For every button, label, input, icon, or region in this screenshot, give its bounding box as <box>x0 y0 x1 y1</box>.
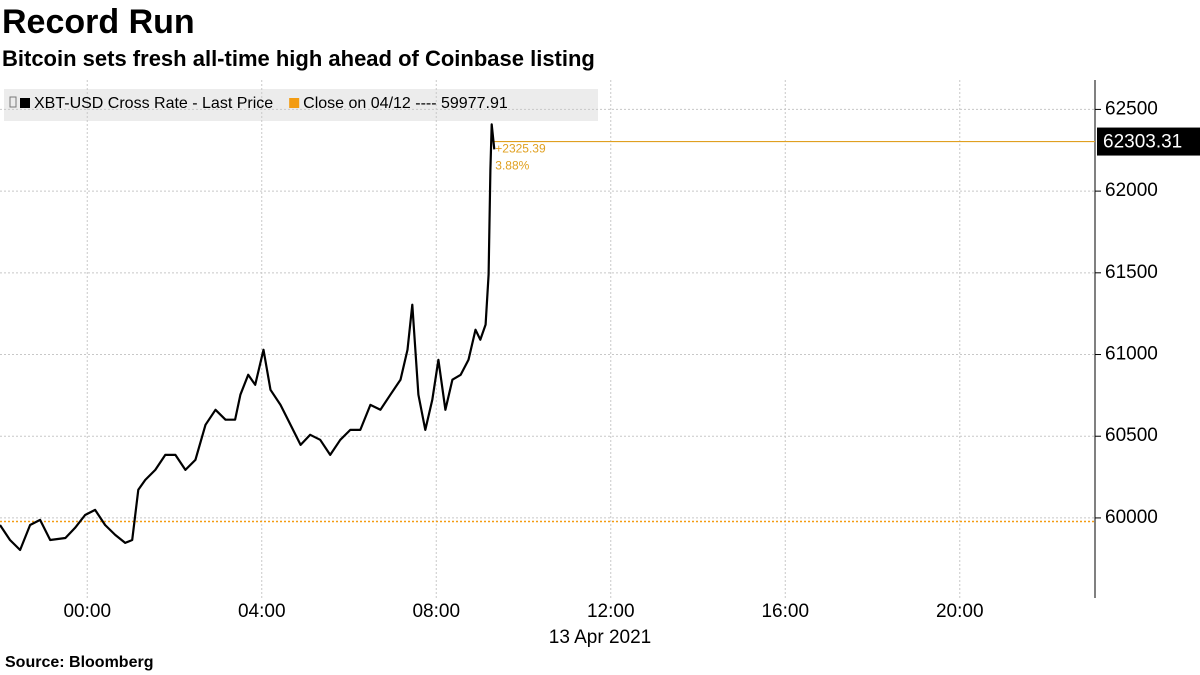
price-line <box>0 123 496 552</box>
legend-background <box>4 89 598 121</box>
x-tick-label: 00:00 <box>63 601 111 622</box>
chart-title: Record Run <box>2 3 195 41</box>
x-tick-label: 04:00 <box>238 601 286 622</box>
chart-subtitle: Bitcoin sets fresh all-time high ahead o… <box>2 46 595 71</box>
x-axis-label: 13 Apr 2021 <box>549 627 651 648</box>
y-tick-label: 61500 <box>1105 262 1158 283</box>
y-tick-label: 60000 <box>1105 507 1158 528</box>
legend-swatch <box>289 98 300 108</box>
annotation: +2325.39 <box>495 142 546 156</box>
legend-label: XBT-USD Cross Rate - Last Price <box>34 95 273 112</box>
x-tick-label: 08:00 <box>412 601 460 622</box>
y-tick-label: 61000 <box>1105 344 1158 365</box>
legend-label: Close on 04/12 ---- 59977.91 <box>303 95 508 112</box>
last-value-label: 62303.31 <box>1103 132 1182 153</box>
y-tick-label: 62000 <box>1105 180 1158 201</box>
source: Source: Bloomberg <box>5 654 153 671</box>
y-tick-label: 62500 <box>1105 98 1158 119</box>
annotation: 3.88% <box>495 159 529 173</box>
x-tick-label: 20:00 <box>936 601 984 622</box>
y-tick-label: 60500 <box>1105 425 1158 446</box>
last-value-tag <box>1097 127 1200 156</box>
x-tick-label: 16:00 <box>761 601 809 622</box>
x-tick-label: 12:00 <box>587 601 635 622</box>
legend-swatch <box>20 98 30 108</box>
legend-icon <box>9 96 17 108</box>
